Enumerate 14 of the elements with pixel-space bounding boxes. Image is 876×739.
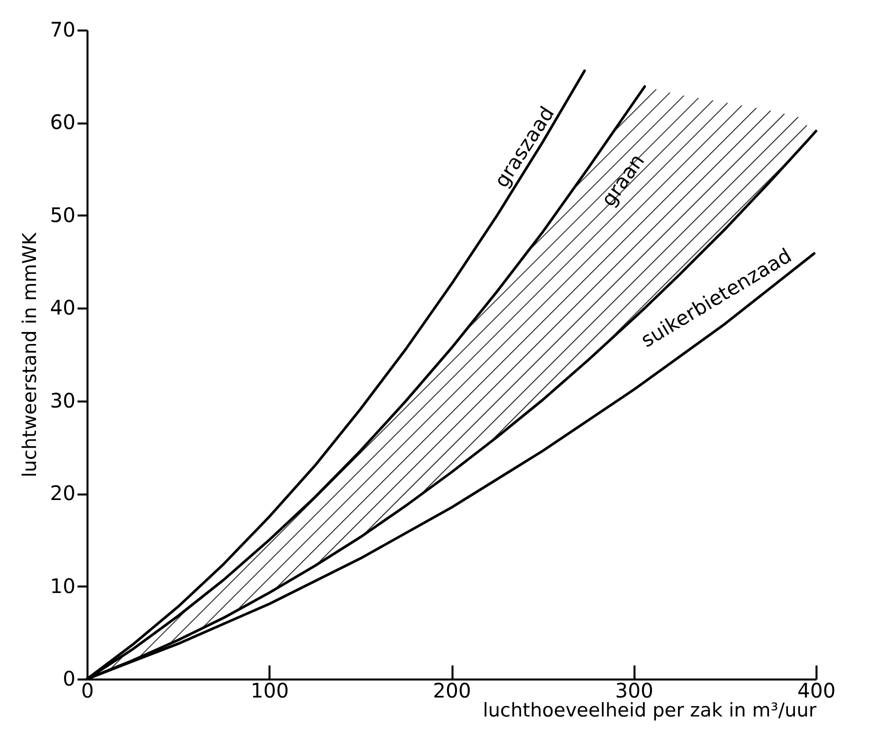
x-tick-label: 200 — [432, 678, 472, 702]
y-tick-label: 30 — [50, 388, 76, 412]
y-axis-title: luchtweerstand in mmWK — [19, 232, 42, 478]
x-tick-label: 300 — [615, 678, 654, 702]
y-tick-label: 40 — [50, 296, 76, 320]
y-tick-label: 70 — [50, 18, 76, 42]
x-tick-label: 100 — [250, 678, 289, 702]
x-axis-title: luchthoeveelheid per zak in m³/uur — [482, 700, 817, 722]
x-tick-label: 400 — [797, 678, 836, 702]
y-tick-label: 20 — [50, 481, 76, 506]
x-tick-label: 0 — [81, 678, 94, 702]
y-tick-label: 10 — [50, 574, 76, 598]
y-tick-label: 50 — [50, 202, 76, 227]
y-tick-label: 60 — [50, 110, 76, 134]
